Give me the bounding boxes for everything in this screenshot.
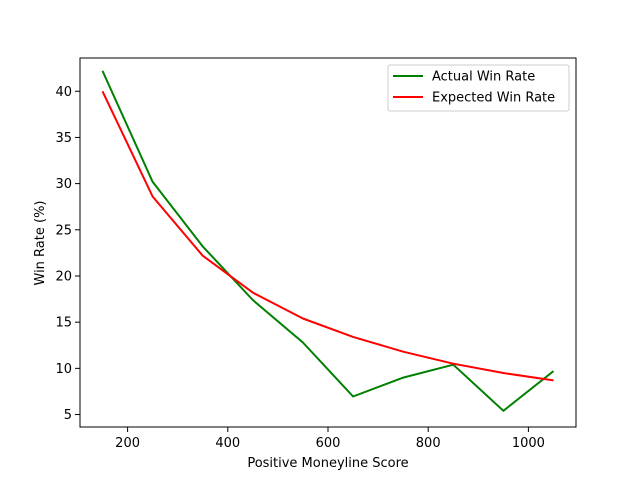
- x-tick-label: 1000: [512, 436, 545, 451]
- series-lines: [101, 70, 555, 412]
- x-tick-label: 600: [316, 436, 341, 451]
- y-tick-label: 40: [55, 85, 72, 100]
- y-tick-label: 25: [55, 223, 72, 238]
- y-axis-ticks: 5 10 15 20 25 30 35 40: [55, 85, 80, 423]
- y-tick-label: 20: [55, 269, 72, 284]
- series-line-expected: [101, 90, 554, 382]
- y-tick-label: 30: [55, 177, 72, 192]
- x-tick-label: 400: [215, 436, 240, 451]
- y-tick-label: 15: [55, 316, 72, 331]
- y-tick-label: 35: [55, 131, 72, 146]
- x-axis-ticks: 200 400 600 800 1000: [115, 427, 545, 451]
- axes-frame: [79, 57, 577, 428]
- y-axis-label: Win Rate (%): [33, 201, 48, 286]
- x-tick-label: 200: [115, 436, 140, 451]
- x-axis-label: Positive Moneyline Score: [247, 456, 408, 471]
- legend-label-expected: Expected Win Rate: [432, 91, 555, 106]
- plot-area: [80, 58, 576, 427]
- y-tick-label: 10: [55, 362, 72, 377]
- legend: Actual Win Rate Expected Win Rate: [387, 64, 570, 112]
- legend-box: [387, 64, 570, 112]
- x-tick-label: 800: [416, 436, 441, 451]
- legend-label-actual: Actual Win Rate: [432, 70, 535, 85]
- y-tick-label: 5: [64, 408, 72, 423]
- series-line-actual: [101, 70, 555, 412]
